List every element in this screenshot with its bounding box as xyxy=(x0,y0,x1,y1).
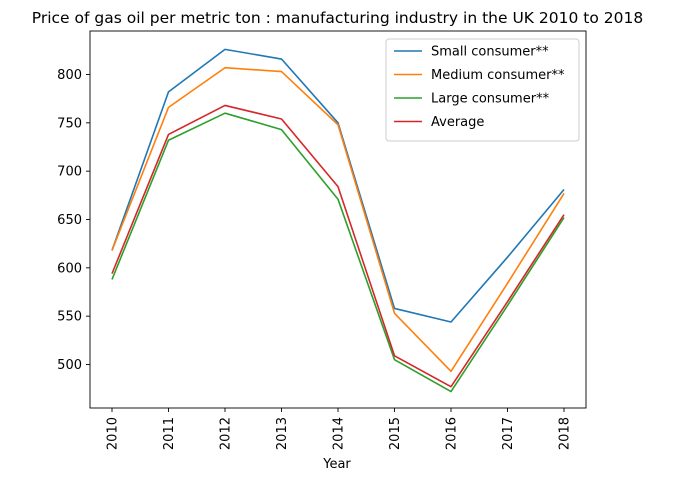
plot-area: 500 550 600 650 700 750 800 2010 2011 2012 2013 201… xyxy=(57,30,587,450)
series-line-2 xyxy=(111,66,565,373)
legend-label-3: Large consumer** xyxy=(431,92,550,107)
y-tick-label: 650 xyxy=(57,213,82,228)
x-tick-label: 2010 xyxy=(106,417,121,450)
series-line-3 xyxy=(111,112,565,393)
y-tick-label: 550 xyxy=(57,310,82,325)
y-tick-label: 500 xyxy=(57,358,82,373)
x-tick-label: 2012 xyxy=(219,417,234,450)
chart-title: Price of gas oil per metric ton : manufa… xyxy=(32,9,643,27)
series-line-4 xyxy=(111,104,565,388)
legend-label-4: Average xyxy=(431,115,484,130)
x-tick-label: 2014 xyxy=(332,417,347,450)
x-tick-label: 2013 xyxy=(275,417,290,450)
y-tick-label: 600 xyxy=(57,261,82,276)
legend: Small consumer** Medium consumer** Large c… xyxy=(385,38,580,142)
series-line-1 xyxy=(111,48,565,323)
x-tick-label: 2018 xyxy=(558,417,573,450)
legend-label-2: Medium consumer** xyxy=(431,68,565,83)
x-tick-label: 2017 xyxy=(501,417,516,450)
y-tick-label: 750 xyxy=(57,116,82,131)
x-tick-label: 2015 xyxy=(388,417,403,450)
legend-label-1: Small consumer** xyxy=(431,45,549,60)
legend-box xyxy=(385,38,580,142)
x-axis-label: Year xyxy=(322,457,351,472)
x-tick-label: 2016 xyxy=(445,417,460,450)
x-tick-label: 2011 xyxy=(162,417,177,450)
y-tick-label: 700 xyxy=(57,165,82,180)
y-tick-label: 800 xyxy=(57,68,82,83)
